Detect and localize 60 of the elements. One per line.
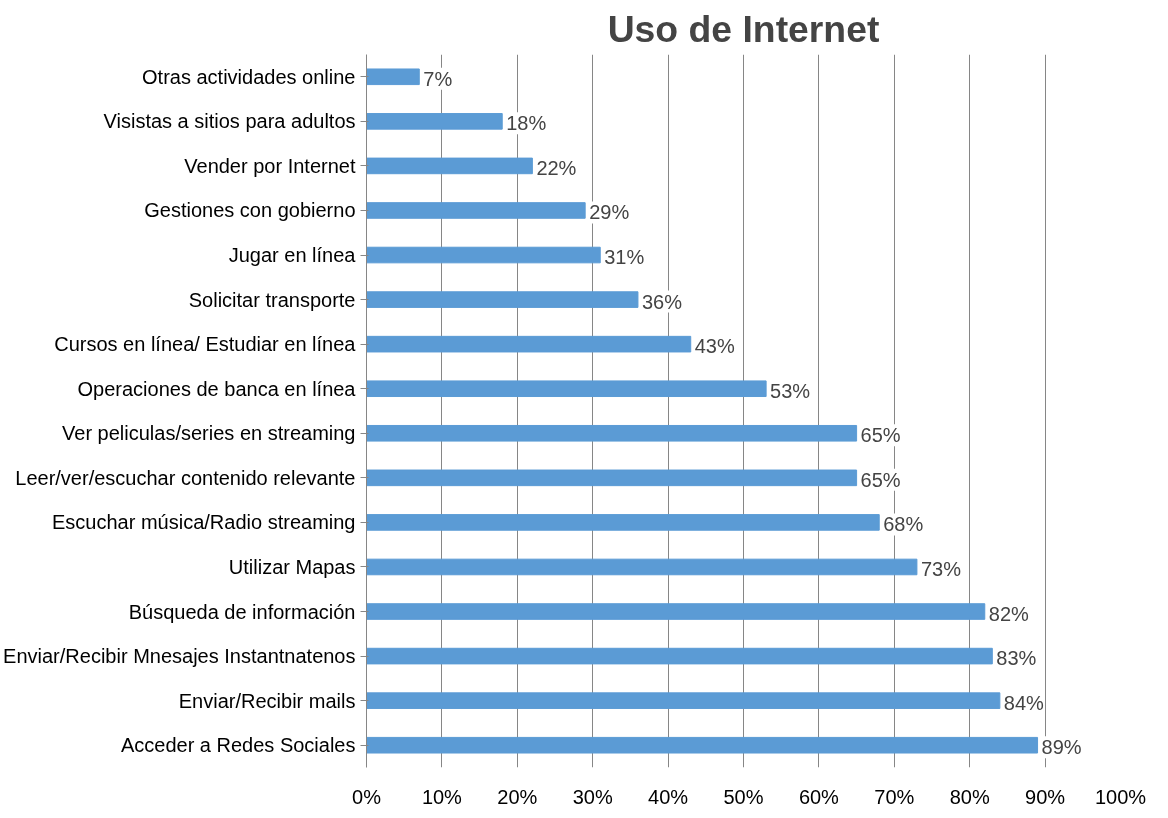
- data-label: 84%: [1003, 691, 1045, 714]
- bar: [366, 113, 503, 130]
- bar: [366, 558, 918, 576]
- y-tick-label: Escuchar música/Radio streaming: [52, 511, 356, 534]
- data-label: 18%: [506, 112, 547, 135]
- x-tick-label: 90%: [1025, 785, 1066, 808]
- y-tick-label: Vender por Internet: [184, 154, 356, 177]
- bar: [366, 692, 1001, 709]
- y-tick-label: Acceder a Redes Sociales: [120, 734, 356, 757]
- data-label: 65%: [860, 424, 901, 447]
- x-tick-label: 30%: [572, 785, 613, 808]
- data-label: 73%: [920, 557, 962, 580]
- y-tick-label: Enviar/Recibir mails: [178, 689, 356, 712]
- data-label: 83%: [996, 647, 1037, 670]
- y-tick-label: Leer/ver/escuchar contenido relevante: [15, 466, 356, 489]
- x-tick-label: 80%: [949, 785, 990, 808]
- bar: [366, 68, 420, 86]
- bar: [366, 736, 1039, 754]
- data-label: 31%: [604, 246, 645, 269]
- bar: [366, 246, 601, 264]
- x-tick-label: 0%: [352, 785, 382, 808]
- y-tick-label: Gestiones con gobierno: [144, 199, 356, 222]
- bar: [366, 469, 858, 487]
- data-label: 29%: [589, 201, 630, 224]
- y-tick-label: Otras actividades online: [142, 65, 356, 88]
- bar: [366, 603, 986, 620]
- y-tick-label: Solicitar transporte: [188, 288, 356, 311]
- data-label: 43%: [694, 335, 735, 358]
- y-tick-label: Jugar en línea: [228, 244, 357, 267]
- bar: [366, 514, 880, 531]
- bar: [366, 380, 767, 398]
- chart-title: Uso de Internet: [607, 7, 880, 50]
- y-tick-label: Ver peliculas/series en streaming: [62, 422, 356, 445]
- bar: [366, 424, 858, 442]
- x-tick-label: 10%: [421, 785, 463, 808]
- bar: [366, 291, 639, 308]
- x-tick-label: 60%: [798, 785, 840, 808]
- y-tick-label: Búsqueda de información: [128, 600, 356, 623]
- x-tick-label: 50%: [723, 785, 764, 808]
- data-label: 65%: [860, 468, 901, 491]
- y-tick-label: Enviar/Recibir Mnesajes Instantnatenos: [3, 645, 356, 668]
- bar: [366, 157, 533, 175]
- data-label: 22%: [536, 156, 577, 179]
- data-label: 68%: [883, 513, 924, 536]
- data-label: 89%: [1041, 736, 1082, 759]
- bar: [366, 335, 692, 353]
- y-tick-label: Visistas a sitios para adultos: [103, 110, 356, 133]
- y-tick-label: Utilizar Mapas: [228, 555, 356, 578]
- data-label: 82%: [988, 602, 1030, 625]
- x-tick-label: 40%: [648, 785, 689, 808]
- y-tick-label: Cursos en línea/ Estudiar en línea: [54, 333, 357, 356]
- data-label: 36%: [641, 290, 683, 313]
- y-tick-label: Operaciones de banca en línea: [77, 377, 357, 400]
- bar: [366, 647, 993, 665]
- data-label: 53%: [770, 379, 811, 402]
- x-tick-label: 20%: [497, 785, 538, 808]
- data-label: 7%: [423, 67, 453, 90]
- x-tick-label: 70%: [874, 785, 915, 808]
- x-tick-label: 100%: [1094, 785, 1147, 808]
- bar: [366, 202, 586, 219]
